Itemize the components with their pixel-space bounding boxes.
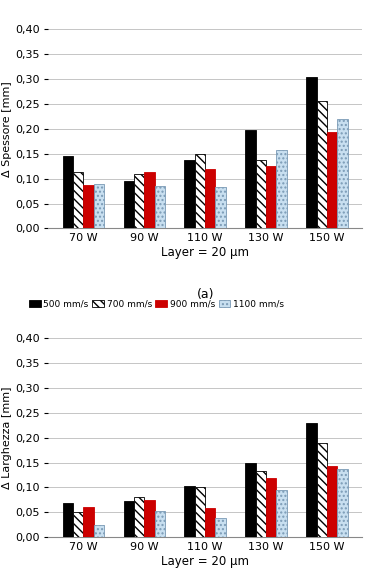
Bar [185,160,195,228]
Bar [317,443,327,537]
Bar [134,498,144,537]
Bar [73,172,84,228]
Bar [144,172,155,228]
Bar [94,525,104,537]
Bar [276,150,287,228]
Bar [266,478,276,537]
Bar [256,471,266,537]
Bar [94,183,104,228]
X-axis label: Layer = 20 µm: Layer = 20 µm [161,246,249,259]
Bar [327,133,337,228]
Bar [216,187,226,228]
Bar [256,160,266,228]
X-axis label: Layer = 20 µm: Layer = 20 µm [161,555,249,568]
Bar [155,186,165,228]
Bar [195,488,205,537]
Bar [73,512,84,537]
Bar [216,519,226,537]
Bar [327,466,337,537]
Bar [123,181,134,228]
Bar [63,157,73,228]
Bar [205,169,216,228]
Bar [337,468,348,537]
Bar [245,463,256,537]
Bar [205,509,216,537]
Bar [337,119,348,228]
Y-axis label: Δ Larghezza [mm]: Δ Larghezza [mm] [2,387,12,489]
Bar [266,166,276,228]
Y-axis label: Δ Spessore [mm]: Δ Spessore [mm] [2,81,12,177]
Bar [84,507,94,537]
Bar [306,423,317,537]
Bar [245,130,256,228]
Legend: 500 mm/s, 700 mm/s, 900 mm/s, 1100 mm/s: 500 mm/s, 700 mm/s, 900 mm/s, 1100 mm/s [28,0,285,1]
Bar [123,502,134,537]
Bar [134,173,144,228]
Bar [144,500,155,537]
Bar [276,490,287,537]
Legend: 500 mm/s, 700 mm/s, 900 mm/s, 1100 mm/s: 500 mm/s, 700 mm/s, 900 mm/s, 1100 mm/s [28,298,285,310]
Text: (a): (a) [197,288,214,301]
Bar [185,486,195,537]
Bar [63,503,73,537]
Bar [317,102,327,228]
Bar [84,185,94,228]
Bar [195,154,205,228]
Bar [155,512,165,537]
Bar [306,77,317,228]
